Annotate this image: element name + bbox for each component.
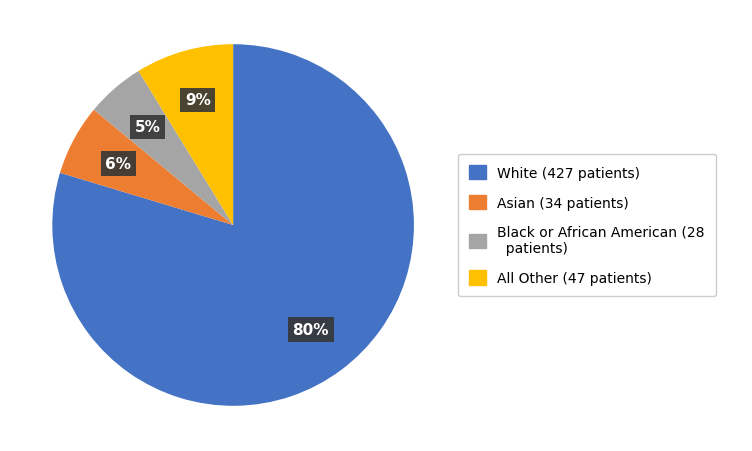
- Wedge shape: [138, 45, 233, 226]
- Wedge shape: [53, 45, 414, 406]
- Text: 80%: 80%: [293, 322, 329, 337]
- Legend: White (427 patients), Asian (34 patients), Black or African American (28
  patie: White (427 patients), Asian (34 patients…: [458, 154, 716, 297]
- Text: 9%: 9%: [185, 93, 211, 108]
- Wedge shape: [94, 72, 233, 226]
- Wedge shape: [60, 110, 233, 226]
- Text: 6%: 6%: [105, 156, 132, 171]
- Text: 5%: 5%: [135, 120, 161, 135]
